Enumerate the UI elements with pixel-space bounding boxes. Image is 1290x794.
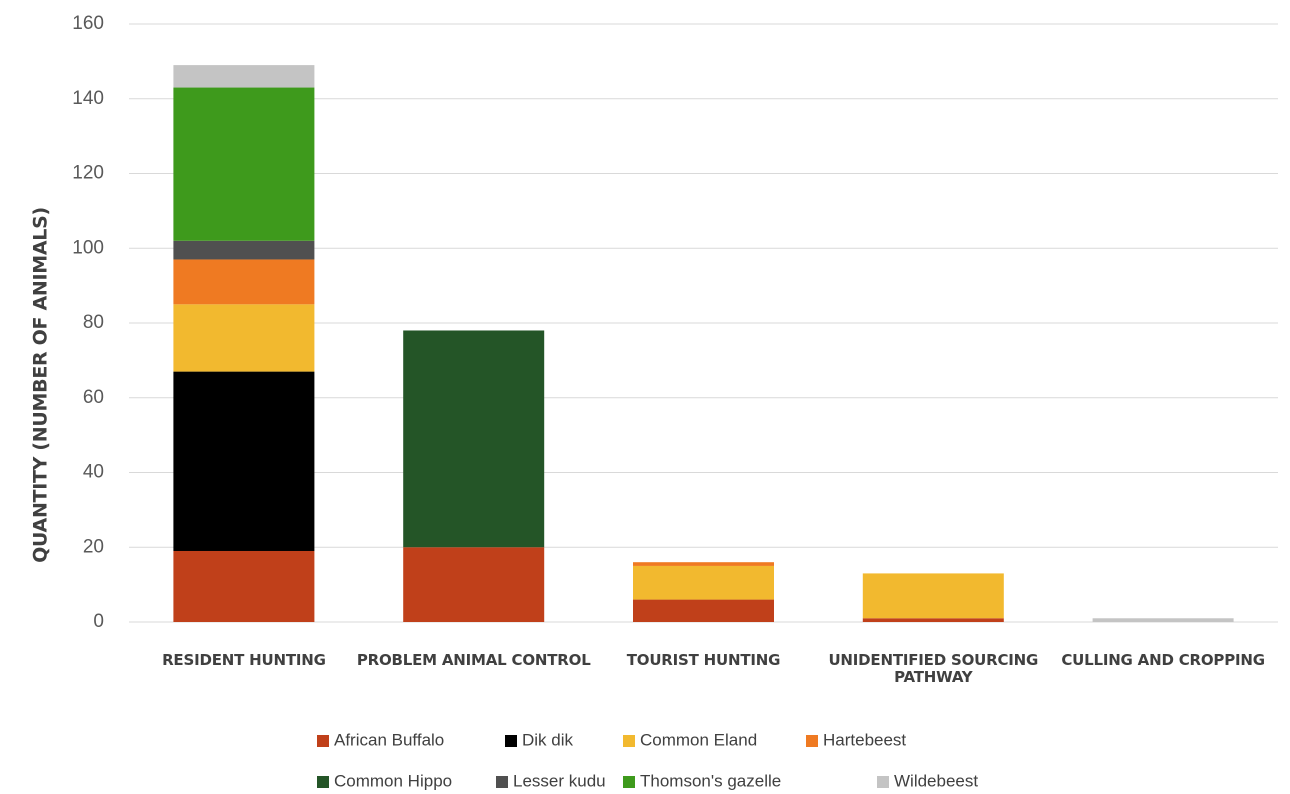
y-tick-label-160: 160 [72,13,104,34]
legend-item-african-buffalo: African Buffalo [317,730,444,749]
legend-item-hartebeest: Hartebeest [806,730,906,749]
bar-resident-hunting-common-eland [173,304,315,372]
bar-problem-animal-control-common-hippo [403,330,545,548]
gridlines [129,23,1278,623]
bar-tourist-hunting-common-eland [633,565,774,600]
bar-unidentified-sourcing-pathway-common-eland [862,573,1004,619]
legend-item-lesser-kudu: Lesser kudu [496,771,606,790]
legend-label-african-buffalo: African Buffalo [334,730,444,749]
bar-resident-hunting-lesser-kudu [173,240,315,260]
x-tick-label-unidentified-sourcing-pathway: UNIDENTIFIED SOURCING PATHWAY [828,651,1038,686]
y-tick-label-100: 100 [72,237,104,258]
bars [173,65,1234,622]
bar-unidentified-sourcing-pathway-african-buffalo [862,618,1004,622]
legend-label-dik-dik: Dik dik [522,730,574,749]
y-tick-label-140: 140 [72,88,104,109]
legend-item-dik-dik: Dik dik [505,730,574,749]
legend-swatch-african-buffalo [317,735,329,747]
y-axis-title: QUANTITY (NUMBER OF ANIMALS) [30,207,52,563]
x-axis-labels: RESIDENT HUNTING PROBLEM ANIMAL CONTROL TO… [162,651,1265,686]
y-tick-label-80: 80 [83,312,104,333]
y-tick-label-120: 120 [72,163,104,184]
bar-culling-and-cropping-wildebeest [1092,618,1234,622]
bar-tourist-hunting-african-buffalo [633,599,774,622]
legend: African Buffalo Dik dik Common Eland Harteb… [317,730,978,790]
bar-resident-hunting-wildebeest [173,65,315,88]
bar-tourist-hunting-hartebeest [633,562,774,566]
x-tick-label-problem-animal-control: PROBLEM ANIMAL CONTROL [357,651,591,669]
legend-label-lesser-kudu: Lesser kudu [513,771,606,790]
y-tick-label-40: 40 [83,462,104,483]
y-tick-label-20: 20 [83,536,104,557]
y-tick-label-0: 0 [93,611,104,632]
bar-resident-hunting-african-buffalo [173,550,315,622]
legend-label-thomson-s-gazelle: Thomson's gazelle [640,771,781,790]
legend-item-common-hippo: Common Hippo [317,771,452,790]
legend-swatch-common-eland [623,735,635,747]
legend-label-common-eland: Common Eland [640,730,757,749]
legend-item-wildebeest: Wildebeest [877,771,978,790]
bar-resident-hunting-dik-dik [173,371,315,551]
legend-label-common-hippo: Common Hippo [334,771,452,790]
legend-item-common-eland: Common Eland [623,730,757,749]
legend-item-thomson-s-gazelle: Thomson's gazelle [623,771,781,790]
x-tick-label-tourist-hunting: TOURIST HUNTING [627,651,781,669]
bar-resident-hunting-thomson-s-gazelle [173,87,315,241]
legend-swatch-thomson-s-gazelle [623,776,635,788]
legend-swatch-hartebeest [806,735,818,747]
legend-swatch-common-hippo [317,776,329,788]
legend-label-hartebeest: Hartebeest [823,730,906,749]
y-tick-label-60: 60 [83,387,104,408]
legend-label-wildebeest: Wildebeest [894,771,978,790]
bar-resident-hunting-hartebeest [173,259,315,305]
legend-swatch-dik-dik [505,735,517,747]
legend-swatch-lesser-kudu [496,776,508,788]
legend-swatch-wildebeest [877,776,889,788]
y-axis-ticks: 0 20 40 60 80 100 120 140 160 [72,13,104,632]
x-tick-label-culling-and-cropping: CULLING AND CROPPING [1061,651,1265,669]
bar-problem-animal-control-african-buffalo [403,547,545,622]
x-tick-label-resident-hunting: RESIDENT HUNTING [162,651,326,669]
